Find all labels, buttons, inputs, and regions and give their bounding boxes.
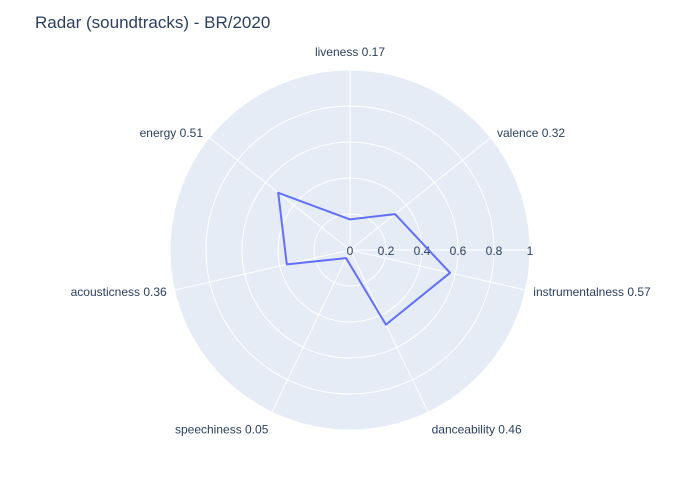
series-line: [277, 191, 452, 326]
axis-label-energy: energy 0.51: [140, 126, 204, 140]
angular-gridline: [271, 249, 351, 413]
radial-tick-label: 1: [527, 244, 534, 258]
radial-tick-label: 0.2: [378, 244, 395, 258]
axis-label-danceability: danceability 0.46: [432, 422, 522, 436]
axis-label-speechiness: speechiness 0.05: [175, 422, 269, 436]
radial-tick-label: 0: [347, 244, 354, 258]
radial-tick-label: 0.6: [450, 244, 467, 258]
axis-label-acousticness: acousticness 0.36: [71, 285, 167, 299]
radial-tick-label: 0.4: [414, 244, 431, 258]
angular-gridline: [349, 249, 429, 413]
angular-gridline: [349, 137, 492, 251]
radial-tick-label: 0.8: [486, 244, 503, 258]
angular-gridline: [349, 249, 526, 291]
chart-title: Radar (soundtracks) - BR/2020: [35, 13, 271, 32]
axis-label-liveness: liveness 0.17: [315, 45, 385, 59]
axis-label-valence: valence 0.32: [497, 126, 565, 140]
axis-label-instrumentalness: instrumentalness 0.57: [533, 285, 651, 299]
angular-gridline: [174, 249, 351, 291]
